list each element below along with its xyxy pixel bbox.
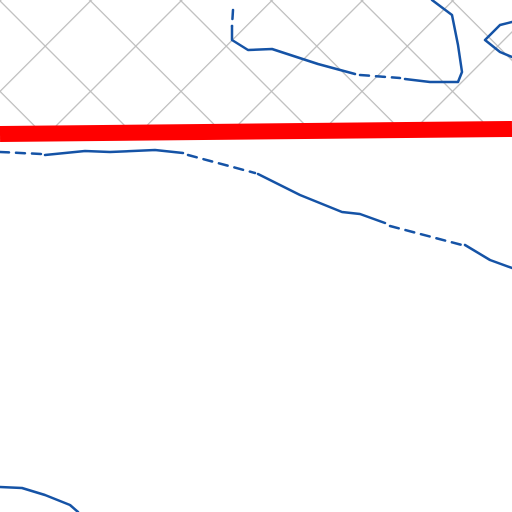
boundary-line — [0, 485, 80, 512]
boundary-line — [483, 20, 512, 59]
boundary-line — [358, 73, 402, 80]
main-road — [0, 121, 512, 142]
boundary-line — [388, 224, 464, 247]
boundary-line — [230, 8, 235, 28]
boundary-line — [403, 0, 464, 84]
boundary-line — [186, 153, 257, 175]
boundary-line — [230, 24, 357, 76]
boundary-line — [0, 150, 44, 156]
boundary-line — [256, 172, 387, 225]
hatched-area — [0, 0, 512, 130]
boundary-line — [43, 148, 185, 157]
boundary-line — [463, 243, 512, 270]
